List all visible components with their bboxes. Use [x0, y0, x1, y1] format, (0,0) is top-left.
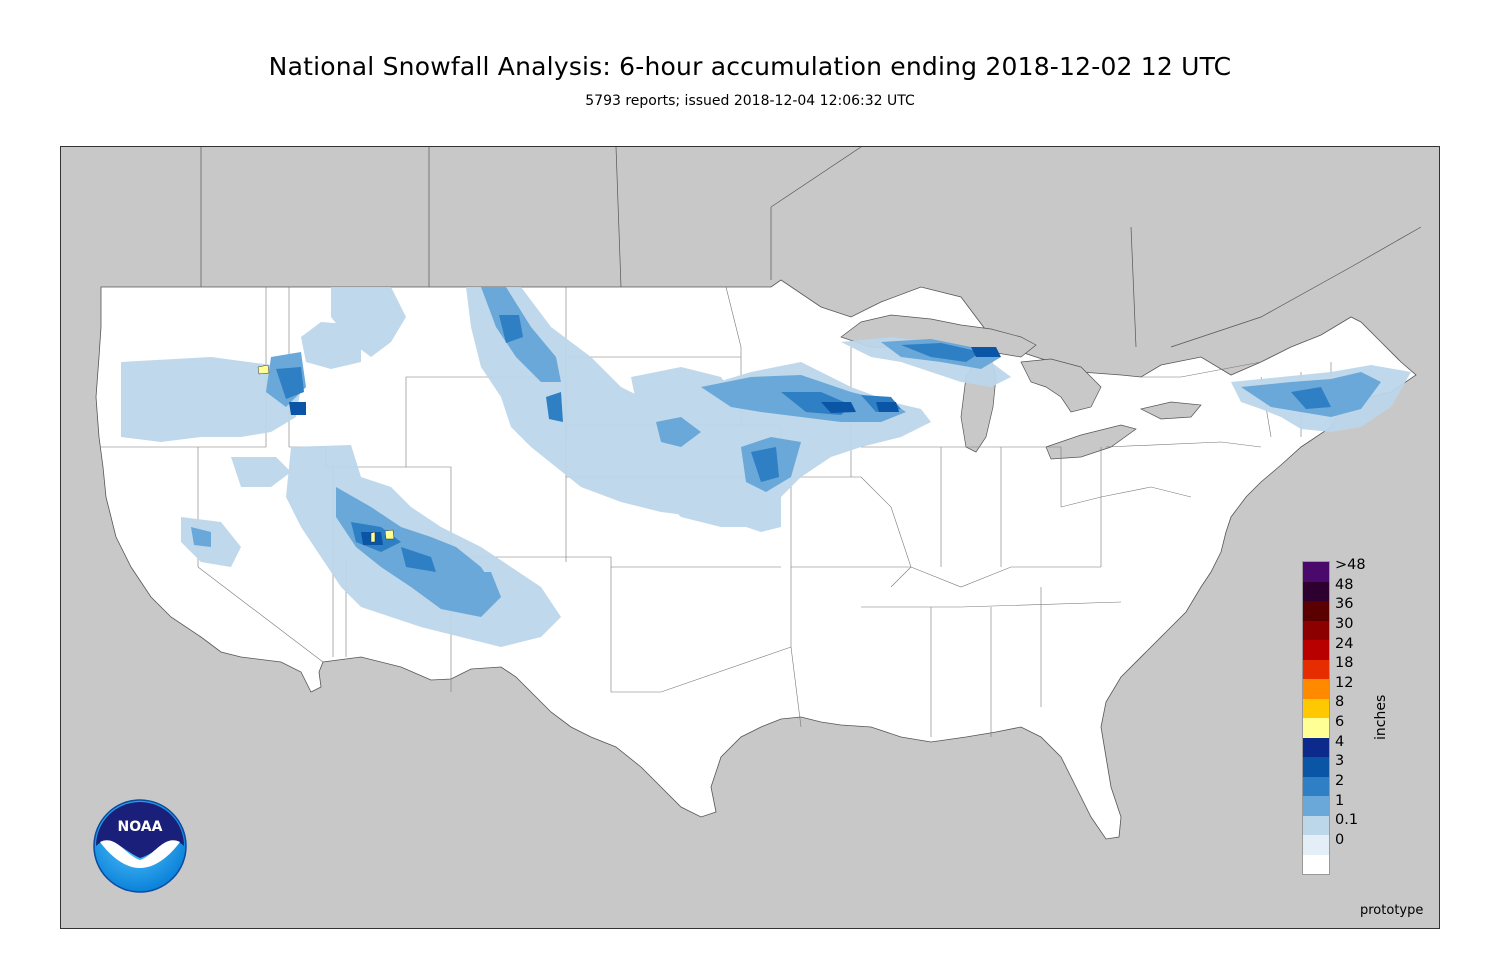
colorbar-swatch: [1303, 640, 1329, 660]
chart-title: National Snowfall Analysis: 6-hour accum…: [268, 52, 1232, 81]
colorbar-swatch: [1303, 620, 1329, 640]
map-svg: [61, 147, 1439, 928]
colorbar-swatch: [1303, 776, 1329, 796]
colorbar-tick-label: 12: [1335, 674, 1354, 691]
prototype-note: prototype: [1360, 903, 1424, 918]
colorbar-tick-label: 8: [1335, 694, 1345, 711]
colorbar-tick-label: 4: [1335, 733, 1345, 750]
chart-subtitle: 5793 reports; issued 2018-12-04 12:06:32…: [585, 93, 915, 109]
colorbar-tick-label: 36: [1335, 596, 1354, 613]
colorbar-swatch: [1303, 659, 1329, 679]
colorbar-swatch: [1303, 601, 1329, 621]
colorbar-swatch: [1303, 796, 1329, 816]
colorbar-tick-label: 3: [1335, 753, 1345, 770]
colorbar-swatch: [1303, 718, 1329, 738]
colorbar-tick-label: 6: [1335, 714, 1345, 730]
colorbar-swatch: [1303, 562, 1329, 582]
colorbar-tick-label: 1: [1335, 792, 1345, 809]
colorbar-tick-label: 2: [1335, 772, 1345, 789]
snowfall-map: [60, 146, 1440, 929]
colorbar-swatch: [1303, 815, 1329, 835]
colorbar-swatch: [1303, 835, 1329, 855]
noaa-logo-icon: NOAA: [93, 799, 187, 893]
colorbar-tick-label: 48: [1335, 576, 1354, 593]
colorbar-tick-label: 18: [1335, 655, 1354, 672]
colorbar-tick-label: 24: [1335, 635, 1354, 652]
colorbar-tick-label: 30: [1335, 615, 1354, 632]
lake-erie: [1045, 424, 1137, 460]
colorbar-tick-label: 0: [1335, 831, 1345, 848]
colorbar-swatch: [1303, 581, 1329, 601]
snowfall-layer-2in: [276, 315, 1331, 572]
colorbar-unit-label: inches: [1373, 694, 1389, 740]
colorbar-swatch: [1303, 737, 1329, 757]
colorbar-tick-label: 0.1: [1335, 812, 1359, 829]
snowfall-layer-3in: [289, 347, 1001, 545]
colorbar-tick-label: >48: [1335, 557, 1366, 573]
colorbar: [1302, 561, 1330, 875]
colorbar-swatch: [1303, 757, 1329, 777]
colorbar-swatch-zero: [1303, 854, 1329, 874]
lake-ontario: [1139, 401, 1202, 420]
noaa-logo-text: NOAA: [118, 819, 163, 835]
colorbar-swatch: [1303, 679, 1329, 699]
lake-huron: [1020, 358, 1102, 413]
snowfall-layer-6in: [257, 364, 395, 543]
border-lines: [200, 147, 1422, 348]
colorbar-swatch: [1303, 698, 1329, 718]
